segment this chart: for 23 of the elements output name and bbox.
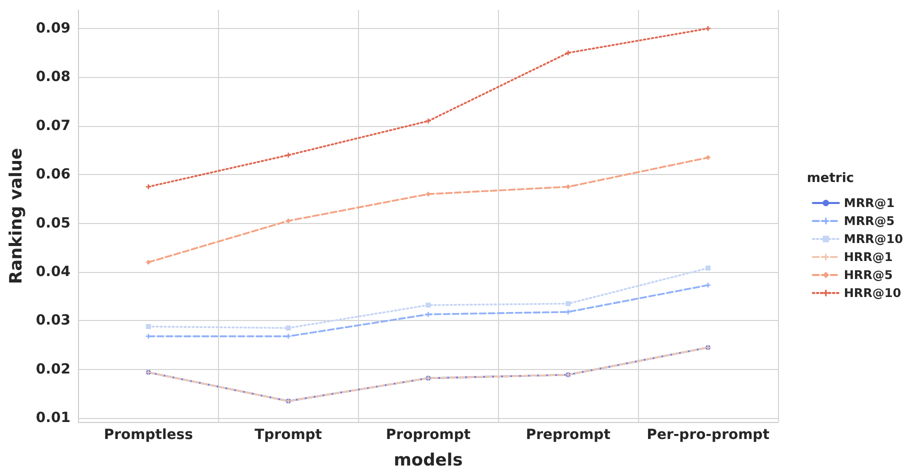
y-tick-label: 0.03 (36, 312, 70, 329)
legend-label: HRR@5 (844, 268, 893, 282)
x-axis-title: models (394, 450, 463, 470)
y-axis-title: Ranking value (6, 148, 26, 284)
y-tick-label: 0.02 (36, 361, 70, 378)
x-tick-label: Preprompt (526, 427, 611, 443)
y-tick-label: 0.08 (36, 69, 70, 86)
legend-label: MRR@5 (844, 214, 895, 228)
y-tick-label: 0.07 (36, 118, 70, 134)
legend-label: HRR@1 (844, 250, 893, 264)
x-tick-label: Per-pro-prompt (646, 427, 770, 443)
x-tick-label: Promptless (104, 427, 193, 443)
legend-label: HRR@10 (844, 286, 902, 300)
x-tick-label: Proprompt (386, 427, 471, 443)
y-tick-label: 0.09 (36, 20, 70, 37)
legend-label: MRR@1 (844, 196, 895, 210)
y-tick-label: 0.04 (36, 264, 71, 280)
x-tick-label: Tprompt (254, 427, 322, 443)
legend-title: metric (806, 171, 854, 186)
y-tick-label: 0.05 (36, 215, 70, 232)
legend-label: MRR@10 (844, 232, 904, 246)
y-tick-label: 0.06 (36, 166, 70, 183)
y-tick-label: 0.01 (36, 410, 70, 426)
